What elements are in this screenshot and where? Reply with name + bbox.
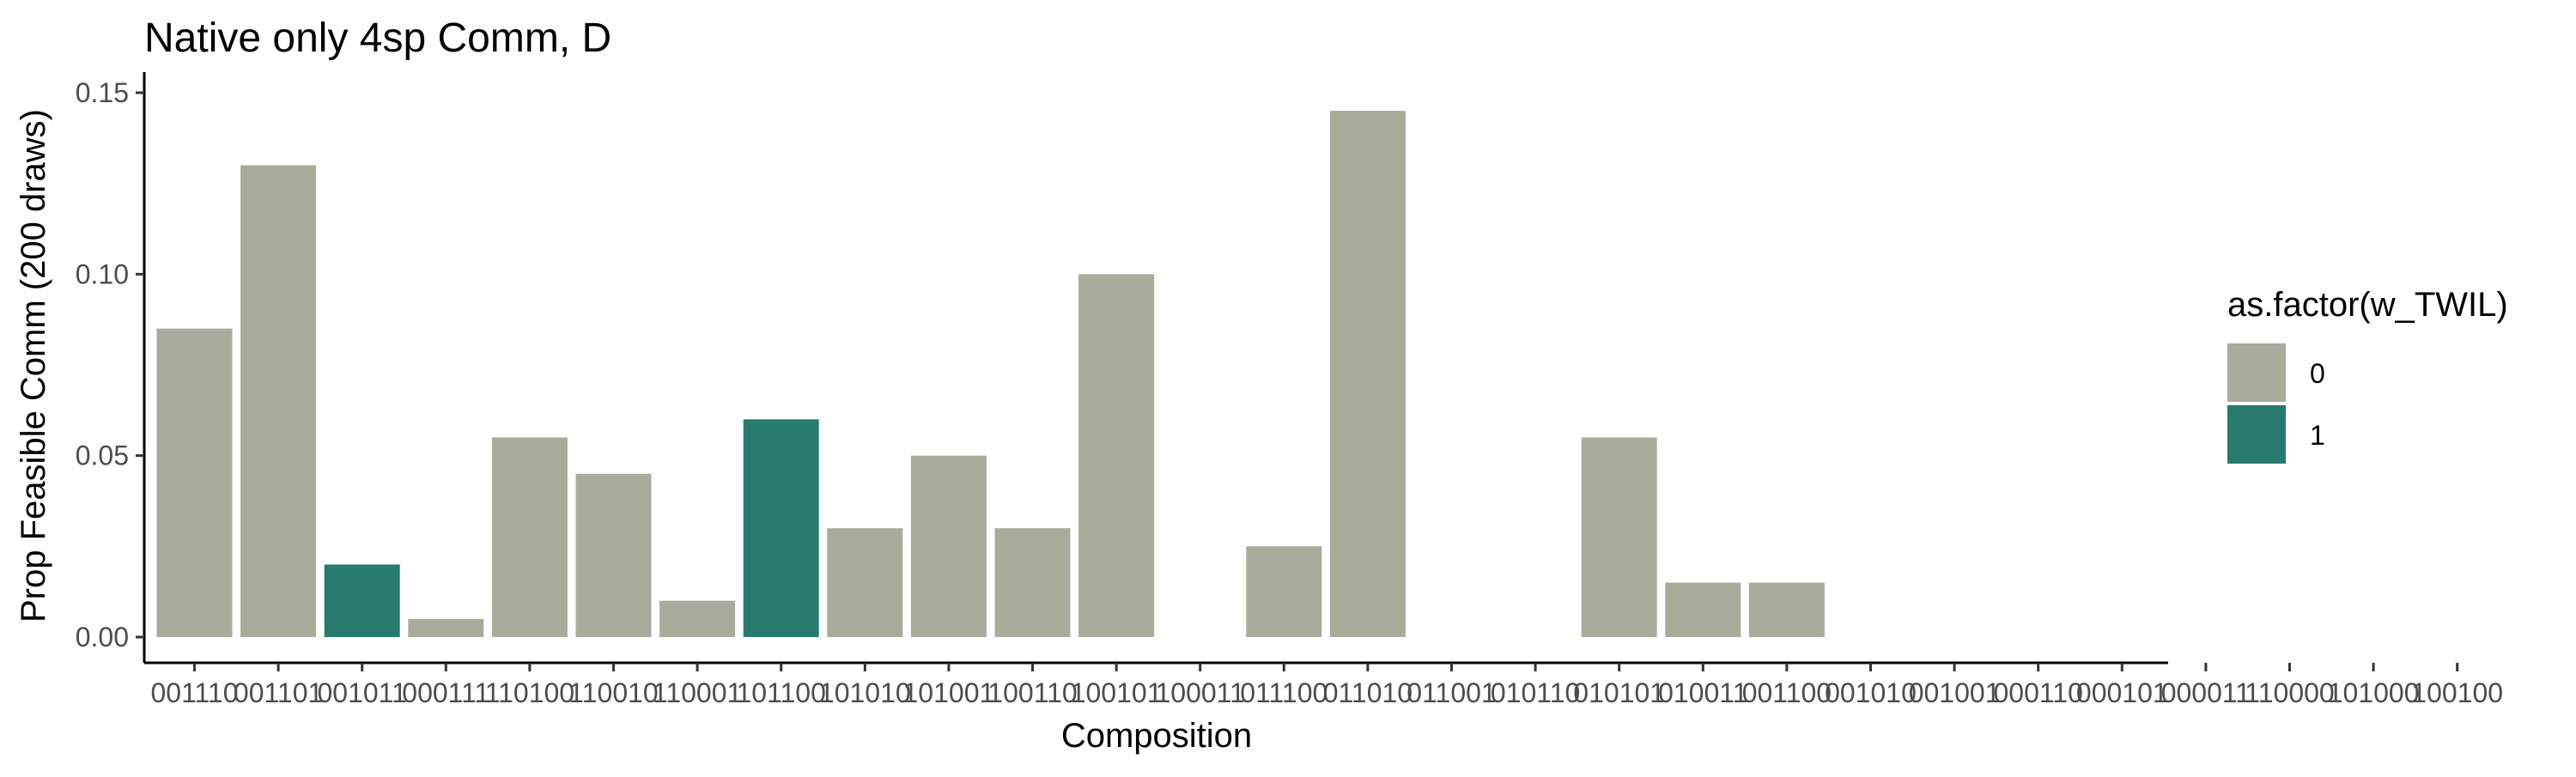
y-tick-label: 0.05 [76, 440, 129, 471]
bar-110100 [491, 437, 568, 637]
bar-011010 [1329, 111, 1406, 638]
legend: as.factor(w_TWIL) 0 1 [2227, 286, 2508, 464]
y-axis: 0.00 0.05 0.10 0.15 [76, 72, 146, 663]
x-tick-label: 000101 [2076, 677, 2168, 708]
y-axis-label: Prop Feasible Comm (200 draws) [15, 109, 52, 622]
x-tick-label: 100100 [2411, 677, 2503, 708]
bar-101100 [743, 419, 819, 637]
x-tick-label: 110001 [653, 677, 742, 708]
bar-001101 [240, 165, 317, 637]
x-tick-label: 001101 [234, 677, 323, 708]
x-tick-label: 010110 [1491, 677, 1580, 708]
bar-110010 [575, 473, 652, 637]
x-tick-label: 101001 [903, 677, 995, 708]
x-tick-label: 010101 [1573, 677, 1665, 708]
x-tick-label: 001110 [150, 677, 238, 708]
x-tick-label: 110100 [485, 677, 574, 708]
x-tick-label: 000110 [1993, 677, 2082, 708]
bar-001100 [1748, 582, 1825, 637]
x-tick-label: 001011 [317, 677, 406, 708]
bar-100101 [1078, 274, 1155, 637]
bar-101001 [910, 455, 987, 637]
legend-swatch-0 [2227, 343, 2286, 402]
x-tick-label: 110010 [568, 677, 658, 708]
y-tick-label: 0.15 [76, 77, 129, 108]
x-tick-label: 011100 [1240, 677, 1327, 708]
x-tick-label: 011001 [1406, 677, 1496, 708]
x-tick-label: 101100 [736, 677, 825, 708]
x-tick-label: 010011 [1658, 677, 1747, 708]
bar-110001 [659, 600, 736, 637]
x-tick-label: 101000 [2328, 677, 2420, 708]
x-tick-label: 101010 [819, 677, 911, 708]
bar-101010 [827, 528, 903, 637]
legend-title: as.factor(w_TWIL) [2227, 286, 2508, 324]
bars-group [156, 111, 1825, 638]
bar-001011 [324, 564, 400, 637]
x-tick-label: 100101 [1071, 677, 1163, 708]
y-tick-label: 0.10 [76, 258, 129, 289]
x-axis-label: Composition [1061, 717, 1252, 755]
x-axis: 0011100011010010110001111101001100101100… [144, 661, 2503, 708]
x-tick-label: 011010 [1323, 677, 1413, 708]
bar-010101 [1581, 437, 1657, 637]
bar-011100 [1246, 546, 1322, 637]
bar-010011 [1665, 582, 1741, 637]
chart-title: Native only 4sp Comm, D [144, 15, 611, 61]
legend-label-0: 0 [2310, 358, 2325, 389]
y-tick-label: 0.00 [76, 622, 129, 653]
legend-swatch-1 [2227, 405, 2286, 464]
x-tick-label: 000111 [402, 677, 489, 708]
bar-100110 [994, 528, 1071, 637]
legend-label-1: 1 [2310, 420, 2325, 451]
x-tick-label: 000011 [2161, 677, 2251, 708]
x-tick-label: 001010 [1825, 677, 1917, 708]
x-tick-label: 100110 [987, 677, 1077, 708]
bar-000111 [408, 618, 484, 637]
x-tick-label: 001100 [1742, 677, 1832, 708]
x-tick-label: 110000 [2245, 677, 2334, 708]
x-tick-label: 001001 [1909, 677, 2001, 708]
x-tick-label: 100011 [1155, 677, 1244, 708]
bar-001110 [156, 328, 233, 637]
